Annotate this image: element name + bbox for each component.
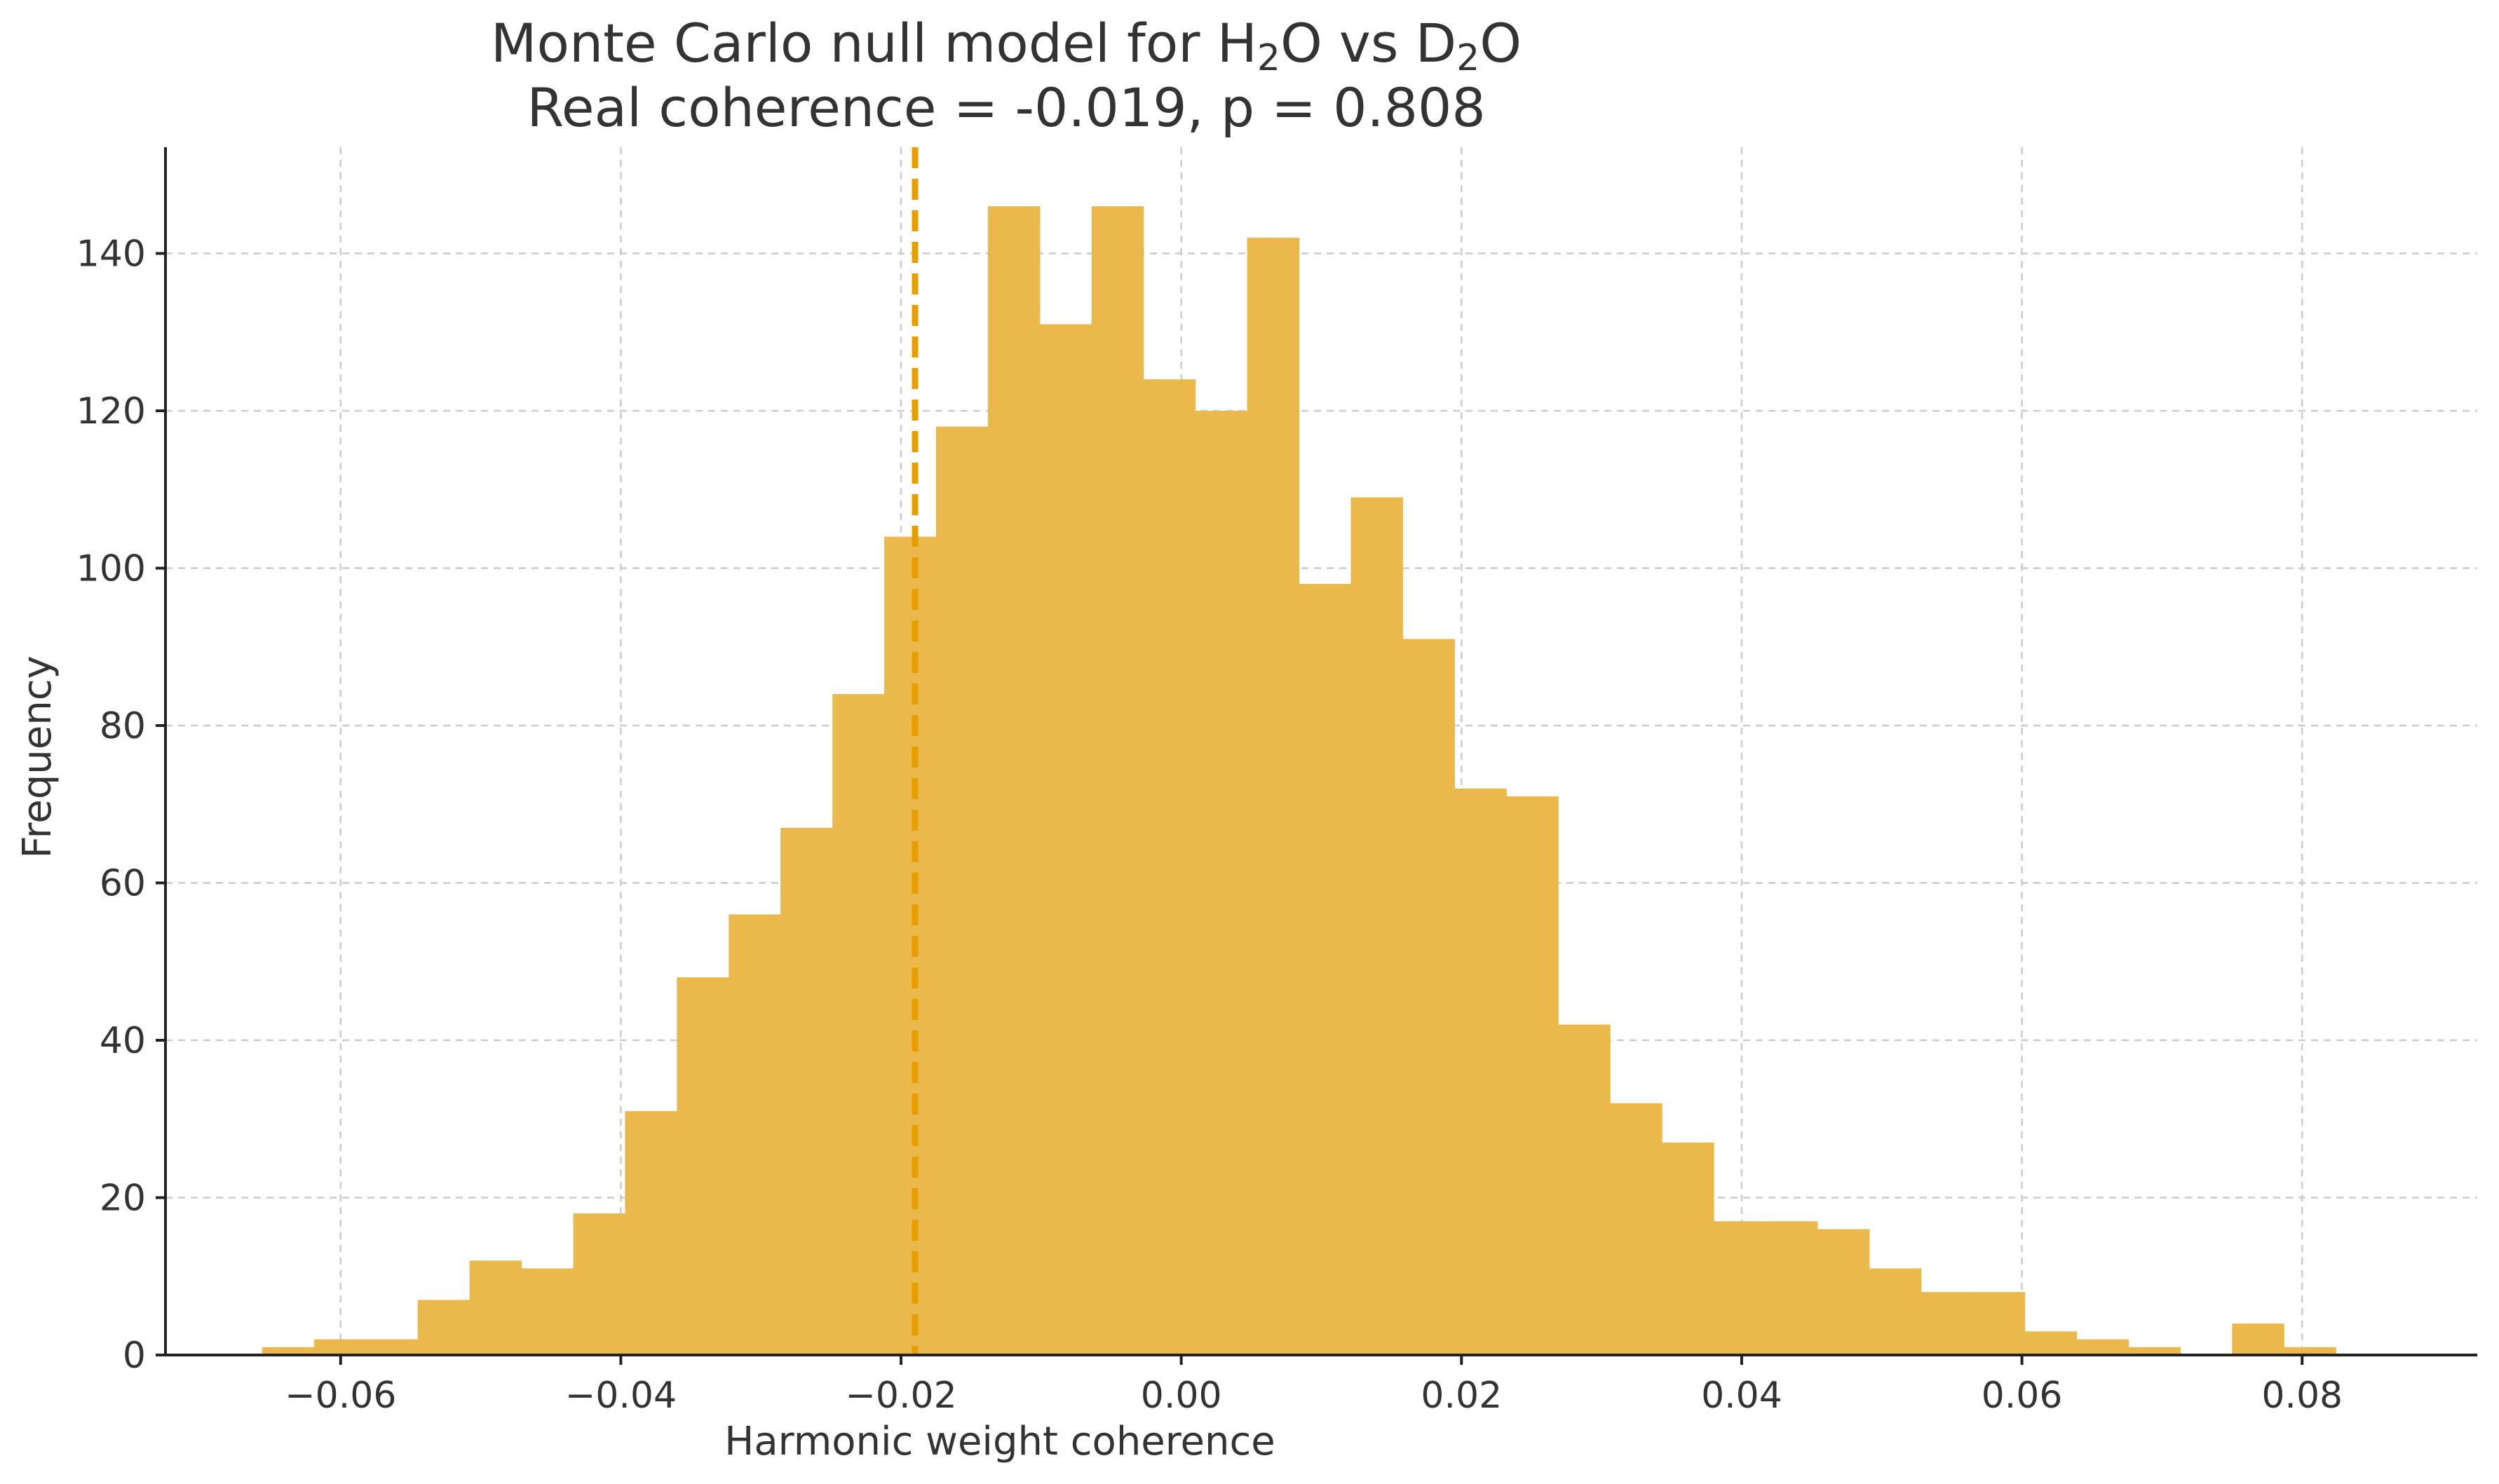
y-axis-label: Frequency — [15, 655, 60, 858]
histogram-bar — [780, 827, 833, 1355]
histogram-bar — [1610, 1103, 1662, 1355]
x-tick-label: 0.04 — [1701, 1375, 1782, 1417]
chart-title: Monte Carlo null model for H2O vs D2O — [491, 12, 1522, 79]
histogram-bar — [1143, 379, 1196, 1355]
x-tick-label: −0.06 — [285, 1375, 396, 1417]
histogram-bar — [1506, 796, 1559, 1355]
y-tick-label: 80 — [100, 705, 146, 747]
histogram-bar — [573, 1213, 626, 1355]
x-tick-label: −0.04 — [565, 1375, 677, 1417]
histogram-bar — [365, 1339, 419, 1355]
x-tick-label: −0.02 — [845, 1375, 956, 1417]
histogram-bar — [832, 694, 885, 1355]
histogram-bar — [1350, 497, 1403, 1355]
histogram-bar — [1039, 324, 1092, 1355]
chart-subtitle: Real coherence = -0.019, p = 0.808 — [527, 76, 1485, 139]
histogram-bar — [987, 206, 1041, 1355]
histogram-bar — [2024, 1331, 2078, 1355]
histogram-bar — [1921, 1292, 1974, 1355]
y-tick-label: 40 — [100, 1020, 146, 1062]
histogram-bar — [2128, 1347, 2181, 1355]
histogram-bar — [1662, 1142, 1714, 1355]
histogram-bar — [2284, 1347, 2336, 1355]
x-tick-label: 0.06 — [1982, 1375, 2063, 1417]
histogram-bar — [417, 1300, 470, 1355]
y-tick-label: 0 — [123, 1335, 146, 1377]
histogram-bar — [262, 1347, 315, 1355]
histogram-bar — [1402, 639, 1455, 1355]
histogram-bar — [1869, 1268, 1922, 1355]
y-tick-label: 20 — [100, 1178, 146, 1220]
histogram-bar — [1713, 1221, 1766, 1355]
histogram-bar — [1558, 1024, 1611, 1355]
histogram-bar — [469, 1260, 522, 1355]
bars-layer — [262, 206, 2336, 1356]
histogram-bar — [884, 536, 937, 1355]
ticks-layer: −0.06 −0.04 −0.02 0.00 0.02 0.04 0.06 0.08 0 20 40… — [76, 233, 2343, 1417]
y-tick-label: 140 — [76, 233, 146, 275]
y-tick-label: 120 — [76, 390, 146, 433]
x-tick-label: 0.00 — [1141, 1375, 1222, 1417]
axes-layer — [164, 147, 2477, 1356]
histogram-bar — [1247, 238, 1300, 1355]
histogram-bar — [729, 914, 781, 1355]
histogram-bar — [936, 426, 989, 1356]
histogram-bar — [677, 977, 729, 1355]
histogram-bar — [1972, 1292, 2026, 1355]
y-tick-label: 100 — [76, 548, 146, 590]
histogram-bar — [1765, 1221, 1818, 1355]
x-tick-label: 0.02 — [1421, 1375, 1502, 1417]
histogram-bar — [2232, 1323, 2284, 1355]
title-subscript-d2: 2 — [1456, 37, 1479, 79]
histogram-bar — [1299, 583, 1352, 1356]
histogram-bar — [313, 1339, 367, 1355]
histogram-bar — [521, 1268, 574, 1355]
histogram-bar — [2076, 1339, 2129, 1355]
histogram-bar — [1195, 411, 1248, 1355]
histogram-bar — [1091, 206, 1144, 1355]
x-axis-label: Harmonic weight coherence — [724, 1419, 1275, 1464]
y-tick-label: 60 — [100, 863, 146, 905]
x-tick-label: 0.08 — [2261, 1375, 2343, 1417]
histogram-bar — [1454, 788, 1507, 1355]
title-subscript-h2: 2 — [1257, 37, 1280, 79]
histogram-bar — [625, 1111, 677, 1355]
histogram-bar — [1817, 1229, 1870, 1355]
